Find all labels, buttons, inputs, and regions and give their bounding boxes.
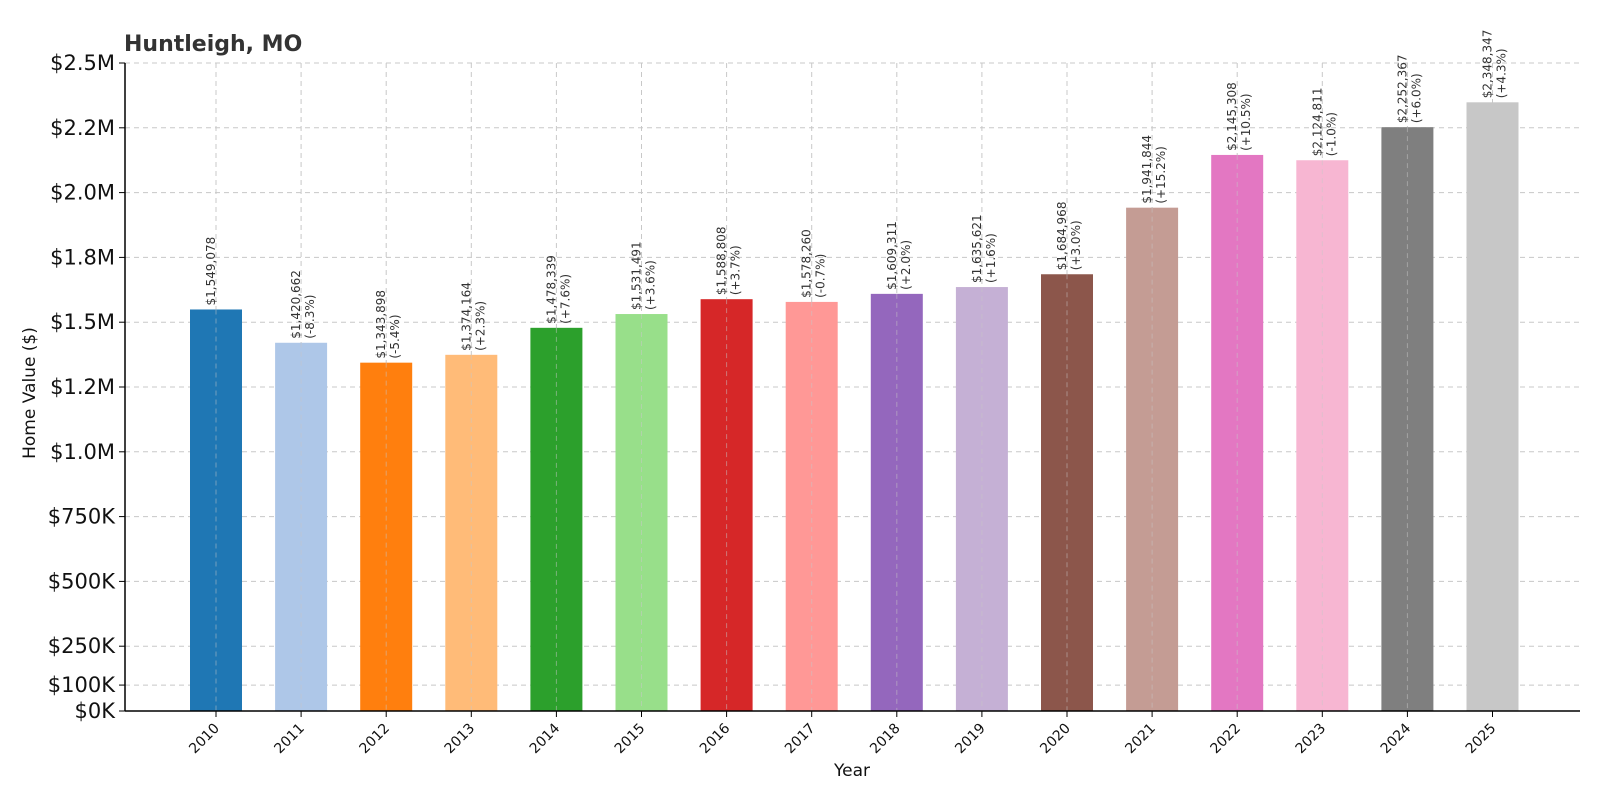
bar-change-label: (-0.7%) bbox=[814, 254, 828, 298]
bar-change-label: (+2.0%) bbox=[899, 240, 913, 290]
bar-value-label: $1,478,339 bbox=[544, 255, 558, 324]
bar-change-label: (+7.6%) bbox=[558, 274, 572, 324]
bar-change-label: (+15.2%) bbox=[1154, 146, 1168, 204]
y-tick-label: $2.2M bbox=[50, 116, 115, 140]
x-tick-label: 2018 bbox=[867, 721, 904, 758]
x-tick-label: 2012 bbox=[357, 721, 394, 758]
bar-value-label: $1,374,164 bbox=[459, 282, 473, 351]
bars bbox=[190, 102, 1519, 712]
x-tick-label: 2021 bbox=[1122, 721, 1159, 758]
x-tick-label: 2014 bbox=[527, 720, 564, 757]
bar-2016 bbox=[700, 299, 753, 711]
y-axis-label: Home Value ($) bbox=[20, 327, 40, 459]
bar-change-label: (+3.7%) bbox=[729, 245, 743, 295]
bar-change-label: (+6.0%) bbox=[1409, 73, 1423, 123]
bar-change-label: (+10.5%) bbox=[1239, 93, 1253, 151]
bar-change-label: (-5.4%) bbox=[388, 314, 402, 358]
x-tick-label: 2025 bbox=[1463, 721, 1500, 758]
bar-value-label: $2,252,367 bbox=[1395, 54, 1409, 123]
y-tick-label: $1.2M bbox=[50, 375, 115, 399]
y-tick-label: $100K bbox=[48, 673, 116, 697]
bar-value-label: $1,635,621 bbox=[970, 214, 984, 283]
x-tick-label: 2022 bbox=[1208, 721, 1245, 758]
bar-2017 bbox=[785, 301, 838, 711]
x-tick-label: 2024 bbox=[1378, 720, 1415, 757]
y-tick-label: $500K bbox=[48, 569, 116, 593]
gridlines bbox=[125, 62, 1580, 711]
bar-2013 bbox=[445, 354, 498, 711]
bar-value-label: $1,941,844 bbox=[1140, 135, 1154, 204]
bar-change-label: (+1.6%) bbox=[984, 233, 998, 283]
x-axis-ticks: 2010 2011 2012 2013 2014 2015 2016 2017 2018 2019… bbox=[186, 711, 1499, 757]
x-tick-label: 2013 bbox=[442, 721, 479, 758]
y-tick-label: $750K bbox=[48, 505, 116, 529]
y-tick-label: $2.0M bbox=[50, 181, 115, 205]
bar-value-label: $1,609,311 bbox=[885, 221, 899, 290]
y-tick-label: $0K bbox=[75, 699, 117, 723]
bar-change-label: (+2.3%) bbox=[473, 301, 487, 351]
y-tick-label: $2.5M bbox=[50, 51, 115, 75]
x-axis-label: Year bbox=[833, 761, 870, 781]
x-tick-label: 2019 bbox=[952, 721, 989, 758]
bar-change-label: (-1.0%) bbox=[1324, 112, 1338, 156]
x-tick-label: 2023 bbox=[1293, 721, 1330, 758]
chart-title: Huntleigh, MO bbox=[124, 32, 302, 57]
bar-value-label: $2,348,347 bbox=[1481, 30, 1495, 99]
bar-change-label: (+3.6%) bbox=[644, 260, 658, 310]
bar-labels: $1,549,078 $1,420,662 (-8.3%) $1,343,898 (-5… bbox=[204, 30, 1509, 359]
bar-value-label: $2,145,308 bbox=[1225, 82, 1239, 151]
x-tick-label: 2016 bbox=[697, 720, 734, 757]
bar-value-label: $1,549,078 bbox=[204, 237, 218, 306]
bar-change-label: (-8.3%) bbox=[303, 295, 317, 339]
x-tick-label: 2010 bbox=[186, 721, 223, 758]
y-axis-ticks: $0K$100K $250K $500K $750K $1.0M $1.2M $1.5M $1… bbox=[48, 51, 125, 723]
x-tick-label: 2020 bbox=[1037, 721, 1074, 758]
bar-value-label: $1,343,898 bbox=[374, 290, 388, 359]
bar-value-label: $1,420,662 bbox=[289, 270, 303, 339]
y-tick-label: $1.5M bbox=[50, 310, 115, 334]
bar-value-label: $2,124,811 bbox=[1310, 88, 1324, 157]
bar-change-label: (+4.3%) bbox=[1495, 48, 1509, 98]
bar-value-label: $1,578,260 bbox=[800, 229, 814, 298]
x-tick-label: 2011 bbox=[271, 721, 308, 758]
y-tick-label: $250K bbox=[48, 634, 116, 658]
bar-value-label: $1,531,491 bbox=[630, 241, 644, 310]
x-tick-label: 2017 bbox=[782, 721, 819, 758]
bar-change-label: (+3.0%) bbox=[1069, 220, 1083, 270]
bar-value-label: $1,684,968 bbox=[1055, 202, 1069, 271]
x-tick-label: 2015 bbox=[612, 721, 649, 758]
bar-value-label: $1,588,808 bbox=[715, 226, 729, 295]
y-tick-label: $1.0M bbox=[50, 440, 115, 464]
y-tick-label: $1.8M bbox=[50, 245, 115, 269]
